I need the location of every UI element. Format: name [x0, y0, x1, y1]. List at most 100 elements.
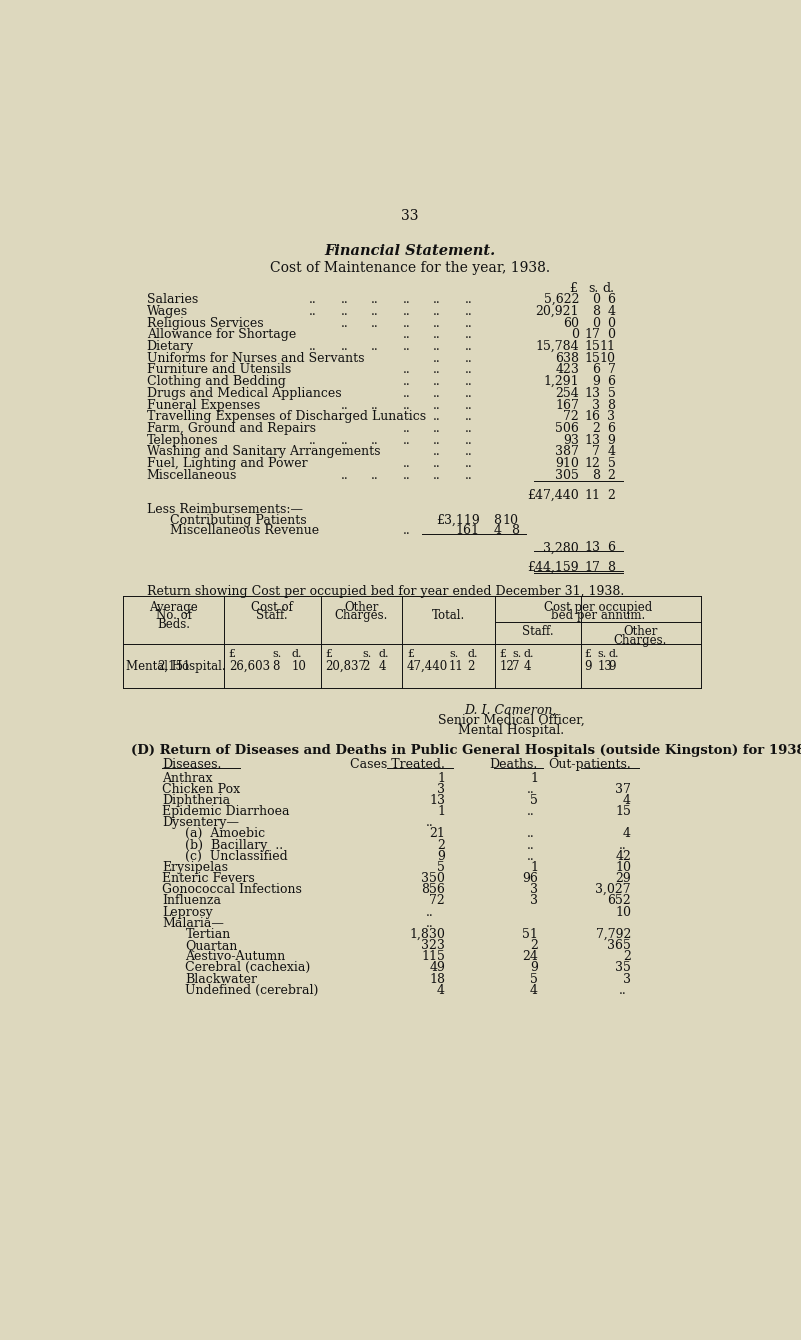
Text: ..: .. [433, 398, 441, 411]
Text: 3: 3 [530, 883, 538, 896]
Text: Less Reimbursements:—: Less Reimbursements:— [147, 502, 303, 516]
Text: 0: 0 [607, 328, 615, 342]
Text: 910: 910 [555, 457, 579, 470]
Text: Wages: Wages [147, 306, 187, 318]
Text: ..: .. [340, 306, 348, 318]
Text: d.: d. [609, 649, 619, 659]
Text: ..: .. [526, 805, 534, 817]
Text: 3,280: 3,280 [543, 541, 579, 555]
Text: 4: 4 [530, 984, 538, 997]
Text: 9: 9 [609, 659, 616, 673]
Text: ..: .. [402, 434, 410, 446]
Text: ..: .. [433, 457, 441, 470]
Text: 2: 2 [437, 839, 445, 851]
Text: Cases Treated.: Cases Treated. [350, 757, 445, 770]
Text: 0: 0 [592, 316, 600, 330]
Text: 2: 2 [362, 659, 369, 673]
Text: 35: 35 [615, 961, 631, 974]
Text: £: £ [229, 649, 235, 659]
Text: ..: .. [402, 469, 410, 482]
Text: 4: 4 [379, 659, 386, 673]
Text: ..: .. [465, 375, 472, 389]
Text: ..: .. [465, 457, 472, 470]
Text: Religious Services: Religious Services [147, 316, 264, 330]
Text: 4: 4 [607, 306, 615, 318]
Text: 1: 1 [530, 860, 538, 874]
Text: 254: 254 [555, 387, 579, 399]
Text: s.: s. [598, 649, 607, 659]
Text: D. I. Cameron,: D. I. Cameron, [465, 704, 557, 717]
Text: ..: .. [465, 445, 472, 458]
Text: 13: 13 [584, 434, 600, 446]
Text: ..: .. [402, 293, 410, 307]
Text: 8: 8 [592, 469, 600, 482]
Text: Total.: Total. [433, 610, 465, 622]
Text: Return showing Cost per occupied bed for year ended December 31, 1938.: Return showing Cost per occupied bed for… [147, 586, 624, 598]
Text: Charges.: Charges. [335, 610, 388, 622]
Text: ..: .. [372, 293, 379, 307]
Text: 6: 6 [607, 293, 615, 307]
Text: 5: 5 [608, 387, 615, 399]
Text: ..: .. [309, 434, 317, 446]
Text: ..: .. [402, 398, 410, 411]
Text: 4: 4 [437, 984, 445, 997]
Text: 8: 8 [272, 659, 280, 673]
Text: 11: 11 [449, 659, 464, 673]
Text: d.: d. [523, 649, 533, 659]
Text: Influenza: Influenza [162, 894, 221, 907]
Text: ..: .. [465, 387, 472, 399]
Text: Other: Other [344, 600, 379, 614]
Text: ..: .. [433, 375, 441, 389]
Text: ..: .. [433, 387, 441, 399]
Text: 9: 9 [592, 375, 600, 389]
Text: 4: 4 [623, 827, 631, 840]
Text: Deaths.: Deaths. [489, 757, 538, 770]
Text: ..: .. [402, 524, 410, 537]
Text: ..: .. [309, 340, 317, 352]
Text: Funeral Expenses: Funeral Expenses [147, 398, 260, 411]
Text: 423: 423 [555, 363, 579, 377]
Text: Miscellaneous: Miscellaneous [147, 469, 237, 482]
Text: 13: 13 [584, 387, 600, 399]
Text: £3,119: £3,119 [436, 513, 480, 527]
Text: Cerebral (cachexia): Cerebral (cachexia) [185, 961, 311, 974]
Text: s.: s. [449, 649, 458, 659]
Text: 7: 7 [608, 363, 615, 377]
Text: ..: .. [465, 340, 472, 352]
Text: 115: 115 [421, 950, 445, 963]
Text: ..: .. [465, 422, 472, 436]
Text: ..: .. [340, 434, 348, 446]
Text: 8: 8 [592, 306, 600, 318]
Text: ..: .. [433, 306, 441, 318]
Text: 33: 33 [401, 209, 419, 222]
Text: ..: .. [465, 363, 472, 377]
Text: 49: 49 [429, 961, 445, 974]
Text: ..: .. [340, 316, 348, 330]
Text: Undefined (cerebral): Undefined (cerebral) [185, 984, 319, 997]
Text: 3: 3 [623, 973, 631, 985]
Text: Average: Average [149, 600, 198, 614]
Text: £: £ [585, 649, 591, 659]
Text: 17: 17 [584, 560, 600, 574]
Text: 365: 365 [607, 939, 631, 951]
Text: 350: 350 [421, 872, 445, 884]
Text: Salaries: Salaries [147, 293, 198, 307]
Text: ..: .. [465, 469, 472, 482]
Text: ..: .. [526, 827, 534, 840]
Text: 72: 72 [563, 410, 579, 423]
Text: 8: 8 [607, 398, 615, 411]
Text: 1: 1 [437, 805, 445, 817]
Text: 1: 1 [437, 772, 445, 784]
Text: Clothing and Bedding: Clothing and Bedding [147, 375, 285, 389]
Text: 12: 12 [584, 457, 600, 470]
Text: ..: .. [433, 363, 441, 377]
Text: 3: 3 [592, 398, 600, 411]
Text: Telephones: Telephones [147, 434, 218, 446]
Text: 1,830: 1,830 [409, 927, 445, 941]
Text: Mental Hospital.: Mental Hospital. [458, 724, 564, 737]
Text: 323: 323 [421, 939, 445, 951]
Text: 6: 6 [607, 375, 615, 389]
Text: ..: .. [433, 316, 441, 330]
Text: s.: s. [513, 649, 521, 659]
Text: 5: 5 [437, 860, 445, 874]
